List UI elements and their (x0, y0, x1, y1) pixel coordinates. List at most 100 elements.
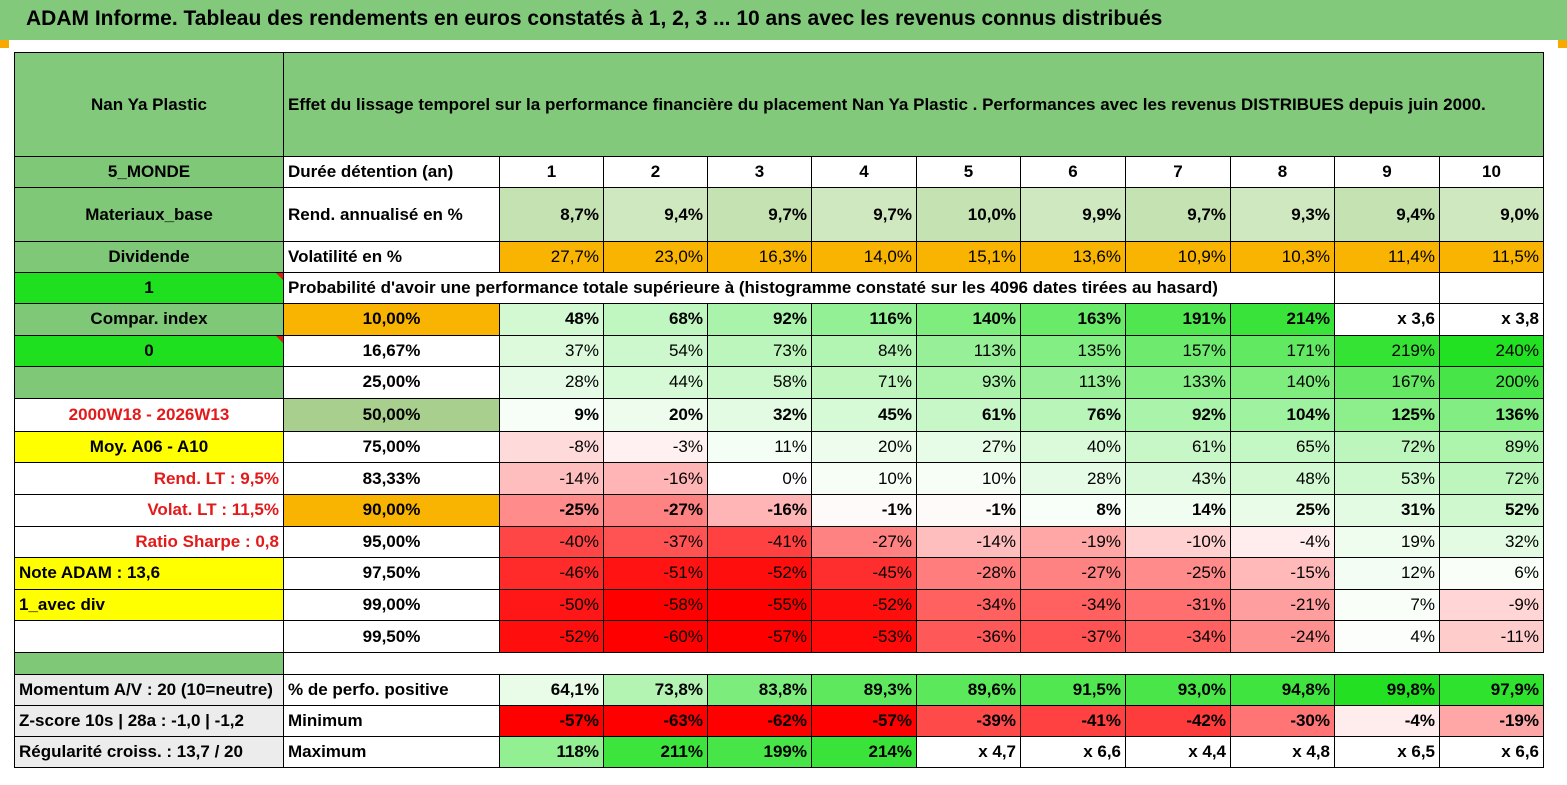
quantile-value: -27% (811, 525, 917, 559)
metric-value: x 6,6 (1020, 735, 1126, 768)
table-row: Note ADAM : 13,6 97,50% -46% -51% -52% -45% -2… (14, 557, 1544, 590)
quantile-value: -16% (707, 493, 812, 527)
quantile-label: 99,00% (283, 588, 500, 622)
period-label: 2000W18 - 2026W13 (14, 397, 284, 432)
quantile-value: -10% (1125, 525, 1231, 559)
quantile-value: -11% (1439, 620, 1544, 653)
quantile-value: -60% (603, 620, 708, 653)
quantile-value: -27% (603, 493, 708, 527)
years-label: Durée détention (an) (283, 156, 500, 188)
quantile-value: 32% (1439, 525, 1544, 559)
metric-value: x 4,4 (1125, 735, 1231, 768)
metric-value: 64,1% (499, 673, 604, 706)
quantile-value: -25% (1125, 557, 1231, 590)
quantile-value: -28% (916, 557, 1021, 590)
quantile-value: -37% (603, 525, 708, 559)
quantile-value: -45% (811, 557, 917, 590)
empty-cell (1334, 272, 1440, 304)
metric-value: -39% (916, 704, 1021, 737)
quantile-label: 99,50% (283, 620, 500, 653)
quantile-value: -21% (1230, 588, 1335, 622)
rend-value: 9,7% (707, 187, 812, 242)
vol-value: 10,3% (1230, 241, 1335, 273)
quantile-label: 75,00% (283, 430, 500, 464)
year-header: 8 (1230, 156, 1335, 188)
avec-div-label: 1_avec div (14, 588, 284, 622)
vol-value: 11,4% (1334, 241, 1440, 273)
quantile-value: 135% (1020, 334, 1126, 368)
metric-value: 118% (499, 735, 604, 768)
metric-value: -57% (811, 704, 917, 737)
quantile-value: 133% (1125, 366, 1231, 399)
quantile-value: -55% (707, 588, 812, 622)
quantile-value: -8% (499, 430, 604, 464)
corner-marker (0, 40, 9, 48)
quantile-value: 167% (1334, 366, 1440, 399)
quantile-label: 97,50% (283, 557, 500, 590)
quantile-value: 28% (1020, 462, 1126, 495)
empty-cell (1439, 272, 1544, 304)
quantile-value: 171% (1230, 334, 1335, 368)
blank-cell (14, 366, 284, 399)
quantile-value: -58% (603, 588, 708, 622)
quantile-value: 163% (1020, 303, 1126, 336)
quantile-value: -1% (916, 493, 1021, 527)
metric-value: 83,8% (707, 673, 812, 706)
metric-value: -4% (1334, 704, 1440, 737)
table-row: Nan Ya Plastic Effet du lissage temporel … (14, 52, 1544, 157)
table-row: 1 Probabilité d'avoir une performance tot… (14, 272, 1544, 304)
metric-value: 73,8% (603, 673, 708, 706)
quantile-value: -24% (1230, 620, 1335, 653)
table-row: 0 16,67% 37% 54% 73% 84% 113% 135% 157% 171% 219% 2… (14, 334, 1544, 368)
quantile-value: 48% (499, 303, 604, 336)
vol-value: 14,0% (811, 241, 917, 273)
quantile-value: 28% (499, 366, 604, 399)
quantile-value: -4% (1230, 525, 1335, 559)
metric-value: 214% (811, 735, 917, 768)
stat-label: Momentum A/V : 20 (10=neutre) (14, 673, 284, 706)
quantile-value: 44% (603, 366, 708, 399)
rend-value: 10,0% (916, 187, 1021, 242)
year-header: 7 (1125, 156, 1231, 188)
rend-value: 9,0% (1439, 187, 1544, 242)
quantile-value: -37% (1020, 620, 1126, 653)
table-row: 2000W18 - 2026W13 50,00% 9% 20% 32% 45% 61% 76%… (14, 397, 1544, 432)
corner-marker (1558, 40, 1567, 48)
metric-value: x 6,6 (1439, 735, 1544, 768)
table-row: Rend. LT : 9,5% 83,33% -14% -16% 0% 10% 10% 28%… (14, 462, 1544, 495)
quantile-value: 191% (1125, 303, 1231, 336)
quantile-value: -46% (499, 557, 604, 590)
metric-label: Maximum (283, 735, 500, 768)
metric-value: -42% (1125, 704, 1231, 737)
year-header: 6 (1020, 156, 1126, 188)
table-row: 99,50% -52% -60% -57% -53% -36% -37% -34% -24% 4%… (14, 620, 1544, 653)
table-row: Materiaux_base Rend. annualisé en % 8,7% 9,… (14, 187, 1544, 242)
quantile-value: 104% (1230, 397, 1335, 432)
quantile-value: 40% (1020, 430, 1126, 464)
stat-label: Régularité croiss. : 13,7 / 20 (14, 735, 284, 768)
metric-value: x 4,7 (916, 735, 1021, 768)
rend-value: 9,7% (1125, 187, 1231, 242)
quantile-label: 16,67% (283, 334, 500, 368)
rend-value: 8,7% (499, 187, 604, 242)
metric-value: -57% (499, 704, 604, 737)
vol-value: 23,0% (603, 241, 708, 273)
quantile-value: 72% (1439, 462, 1544, 495)
quantile-value: 116% (811, 303, 917, 336)
vol-label: Volatilité en % (283, 241, 500, 273)
quantile-value: 89% (1439, 430, 1544, 464)
metric-value: 99,8% (1334, 673, 1440, 706)
quantile-value: -34% (1125, 620, 1231, 653)
quantile-value: 76% (1020, 397, 1126, 432)
separator (283, 651, 1544, 675)
table-row (14, 651, 1544, 675)
metric-label: % de perfo. positive (283, 673, 500, 706)
quantile-label: 25,00% (283, 366, 500, 399)
quantile-value: 140% (916, 303, 1021, 336)
compar-label: Compar. index (14, 303, 284, 336)
quantile-value: 92% (1125, 397, 1231, 432)
prob-title: Probabilité d'avoir une performance tota… (283, 272, 1335, 304)
quantile-value: 72% (1334, 430, 1440, 464)
quantile-value: -51% (603, 557, 708, 590)
quantile-value: -52% (707, 557, 812, 590)
